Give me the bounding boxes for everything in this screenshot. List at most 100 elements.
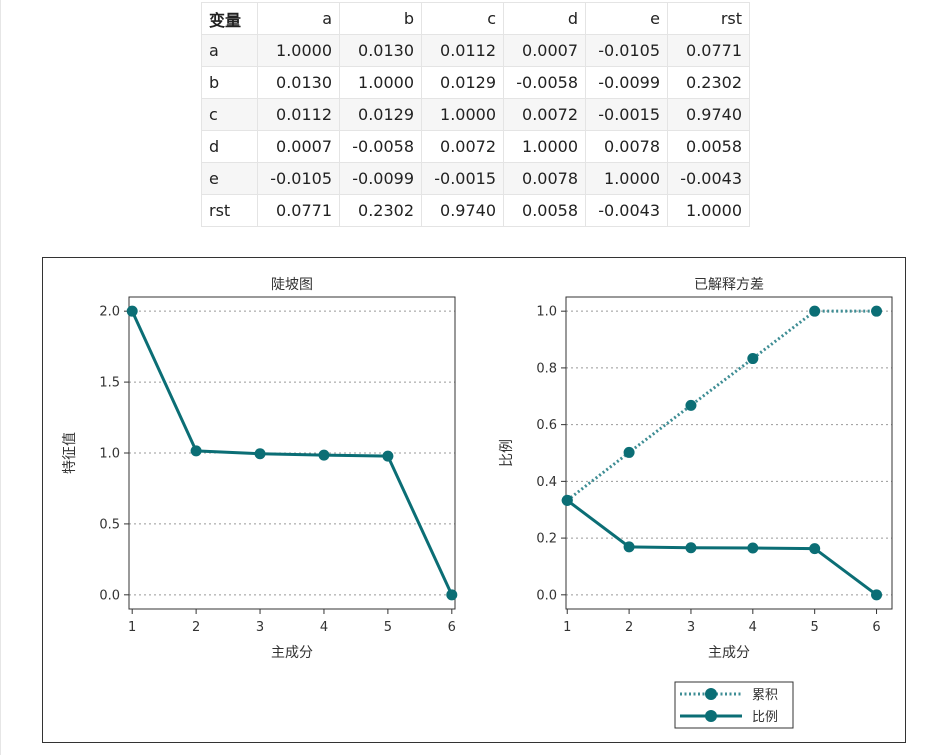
table-cell: -0.0043: [585, 194, 668, 227]
table-cell: -0.0058: [503, 66, 586, 99]
variance-xtick-label: 5: [811, 620, 819, 635]
table-cell: 0.9740: [667, 98, 750, 131]
variance-y-axis-title: 比例: [499, 439, 515, 467]
scree-ytick-label: 2.0: [99, 305, 120, 320]
variance-ytick-label: 1.0: [536, 305, 557, 320]
variance-series-cumulative-point: [809, 305, 821, 317]
table-cell: 0.0130: [339, 34, 422, 67]
scree-xtick-label: 4: [320, 620, 328, 635]
table-cell: 1.0000: [421, 98, 504, 131]
table-header-cell: b: [339, 2, 422, 35]
table-cell: -0.0058: [339, 130, 422, 163]
table-cell: -0.0099: [339, 162, 422, 195]
table-cell: 0.0112: [421, 34, 504, 67]
table-header-cell: e: [585, 2, 668, 35]
table-cell: 0.0130: [257, 66, 340, 99]
table-cell: 0.0072: [421, 130, 504, 163]
variance-series-cumulative-point: [685, 399, 697, 411]
scree-xtick-label: 6: [448, 620, 456, 635]
scree-xtick-label: 2: [192, 620, 200, 635]
variance-series-proportion-point: [871, 589, 883, 601]
table-cell: 1.0000: [503, 130, 586, 163]
table-row: c 0.0112 0.0129 1.0000 0.0072 -0.0015 0.…: [201, 98, 750, 131]
scree-ytick-label: 1.0: [99, 447, 120, 462]
variance-legend-box: [674, 681, 794, 729]
table-header-cell: rst: [667, 2, 750, 35]
table-cell: -0.0015: [585, 98, 668, 131]
scree-series-eigenvalue-point: [126, 305, 138, 317]
variance-xtick-label: 3: [687, 620, 695, 635]
variance-plot-frame: [565, 296, 893, 610]
variance-series-proportion-point: [561, 494, 573, 506]
table-cell: 0.0129: [421, 66, 504, 99]
scree-series-eigenvalue-point: [254, 448, 266, 460]
table-header-cell: d: [503, 2, 586, 35]
variance-series-proportion-point: [747, 542, 759, 554]
row-label-cell: rst: [201, 194, 258, 227]
table-row: rst 0.0771 0.2302 0.9740 0.0058 -0.0043 …: [201, 194, 750, 227]
variance-ytick-label: 0.6: [536, 418, 557, 433]
left-margin-rule: [0, 0, 1, 755]
pca-figure-canvas: 陡坡图 0.0 0.5 1.0 1.5 2.0 1 2 3 4 5 6 主成分 特征值 已解释方差 0.0 0.…: [62, 277, 893, 729]
table-cell: 0.0007: [503, 34, 586, 67]
scree-series-eigenvalue-point: [382, 450, 394, 462]
table-cell: 1.0000: [667, 194, 750, 227]
table-cell: -0.0105: [585, 34, 668, 67]
variance-ytick-label: 0.8: [536, 361, 557, 376]
scree-ytick-label: 1.5: [99, 376, 120, 391]
table-cell: 0.0078: [585, 130, 668, 163]
scree-chart-title: 陡坡图: [271, 277, 313, 293]
table-cell: -0.0099: [585, 66, 668, 99]
row-label-cell: d: [201, 130, 258, 163]
table-row: e -0.0105 -0.0099 -0.0015 0.0078 1.0000 …: [201, 162, 750, 195]
variance-xtick-label: 1: [563, 620, 571, 635]
table-cell: 0.0072: [503, 98, 586, 131]
variance-series-cumulative-point: [623, 446, 635, 458]
row-label-cell: e: [201, 162, 258, 195]
table-header-row: 变量 a b c d e rst: [201, 2, 750, 35]
variance-series-proportion-point: [623, 541, 635, 553]
table-header-cell: 变量: [201, 2, 258, 35]
scree-series-eigenvalue-point: [446, 589, 458, 601]
table-row: d 0.0007 -0.0058 0.0072 1.0000 0.0078 0.…: [201, 130, 750, 163]
variance-xtick-label: 6: [872, 620, 880, 635]
variance-series-cumulative-point: [747, 353, 759, 365]
table-row: a 1.0000 0.0130 0.0112 0.0007 -0.0105 0.…: [201, 34, 750, 67]
row-label-cell: a: [201, 34, 258, 67]
table-cell: -0.0105: [257, 162, 340, 195]
variance-x-axis-title: 主成分: [708, 645, 750, 661]
variance-chart-title: 已解释方差: [694, 277, 764, 293]
variance-series-cumulative-point: [871, 305, 883, 317]
scree-y-axis-title: 特征值: [62, 432, 78, 474]
table-cell: 0.0078: [503, 162, 586, 195]
table-cell: 0.2302: [339, 194, 422, 227]
variance-xtick-label: 2: [625, 620, 633, 635]
table-cell: 0.0058: [667, 130, 750, 163]
variance-ytick-label: 0.4: [536, 475, 557, 490]
variance-legend-label: 累积: [752, 688, 778, 703]
scree-x-axis-title: 主成分: [271, 645, 313, 661]
correlation-table: 变量 a b c d e rst a 1.0000 0.0130 0.0112 …: [201, 2, 750, 227]
table-cell: -0.0015: [421, 162, 504, 195]
table-cell: 0.0007: [257, 130, 340, 163]
variance-legend-swatch-marker: [705, 688, 717, 700]
table-cell: 0.0129: [339, 98, 422, 131]
table-header-cell: a: [257, 2, 340, 35]
table-cell: 0.0771: [667, 34, 750, 67]
scree-series-eigenvalue-point: [190, 445, 202, 457]
variance-ytick-label: 0.2: [536, 532, 557, 547]
variance-xtick-label: 4: [749, 620, 757, 635]
variance-series-cumulative-line: [566, 309, 877, 502]
variance-series-proportion-line: [566, 499, 878, 597]
table-cell: -0.0043: [667, 162, 750, 195]
variance-series-proportion-point: [809, 543, 821, 555]
scree-ytick-label: 0.0: [99, 588, 120, 603]
scree-series-eigenvalue-line: [130, 310, 454, 596]
variance-legend-swatch-marker: [705, 710, 717, 722]
scree-plot-frame: [128, 296, 456, 610]
scree-xtick-label: 5: [384, 620, 392, 635]
table-header-cell: c: [421, 2, 504, 35]
table-cell: 0.0112: [257, 98, 340, 131]
row-label-cell: b: [201, 66, 258, 99]
scree-xtick-label: 3: [256, 620, 264, 635]
